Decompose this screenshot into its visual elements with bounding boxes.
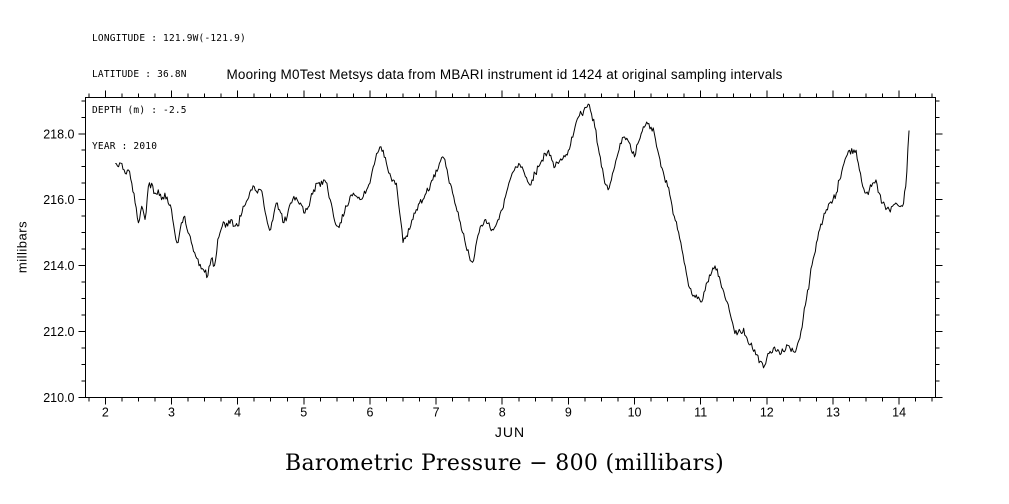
y-tick-label: 218.0	[43, 127, 74, 141]
plot-box	[85, 97, 936, 398]
x-tick-label: 9	[565, 406, 572, 420]
latitude-text: LATITUDE : 36.8N	[92, 69, 187, 80]
x-tick-label: 12	[760, 406, 774, 420]
x-tick-label: 5	[300, 406, 307, 420]
pressure-data-line	[115, 103, 910, 369]
x-tick-label: 2	[102, 406, 109, 420]
longitude-text: LONGITUDE : 121.9W(-121.9)	[92, 33, 246, 44]
tick-labels: 210.0 212.0 214.0 216.0 218.0 2 3 4 5 6 7 8 9 10 11 12 1…	[43, 127, 906, 419]
x-tick-label: 7	[433, 406, 440, 420]
chart-title: Mooring M0Test Metsys data from MBARI in…	[226, 67, 783, 82]
x-tick-label: 11	[694, 406, 707, 420]
x-tick-label: 13	[826, 406, 840, 420]
x-tick-label: 6	[366, 406, 373, 420]
x-tick-label: 10	[628, 406, 642, 420]
y-tick-label: 216.0	[43, 193, 74, 207]
x-tick-label: 14	[892, 406, 906, 420]
y-tick-label: 212.0	[43, 325, 74, 339]
x-axis-label: JUN	[494, 424, 526, 440]
y-axis-label: millibars	[14, 220, 30, 274]
metadata-block: LONGITUDE : 121.9W(-121.9) LATITUDE : 36…	[92, 9, 246, 165]
figure-caption: Barometric Pressure − 800 (millibars)	[285, 451, 724, 476]
axes	[78, 90, 943, 405]
x-tick-label: 4	[234, 406, 241, 420]
x-tick-label: 3	[168, 406, 175, 420]
x-tick-label: 8	[499, 406, 506, 420]
depth-text: DEPTH (m) : -2.5	[92, 105, 187, 116]
y-tick-label: 210.0	[43, 391, 74, 405]
y-tick-label: 214.0	[43, 259, 74, 273]
year-text: YEAR : 2010	[92, 141, 158, 152]
